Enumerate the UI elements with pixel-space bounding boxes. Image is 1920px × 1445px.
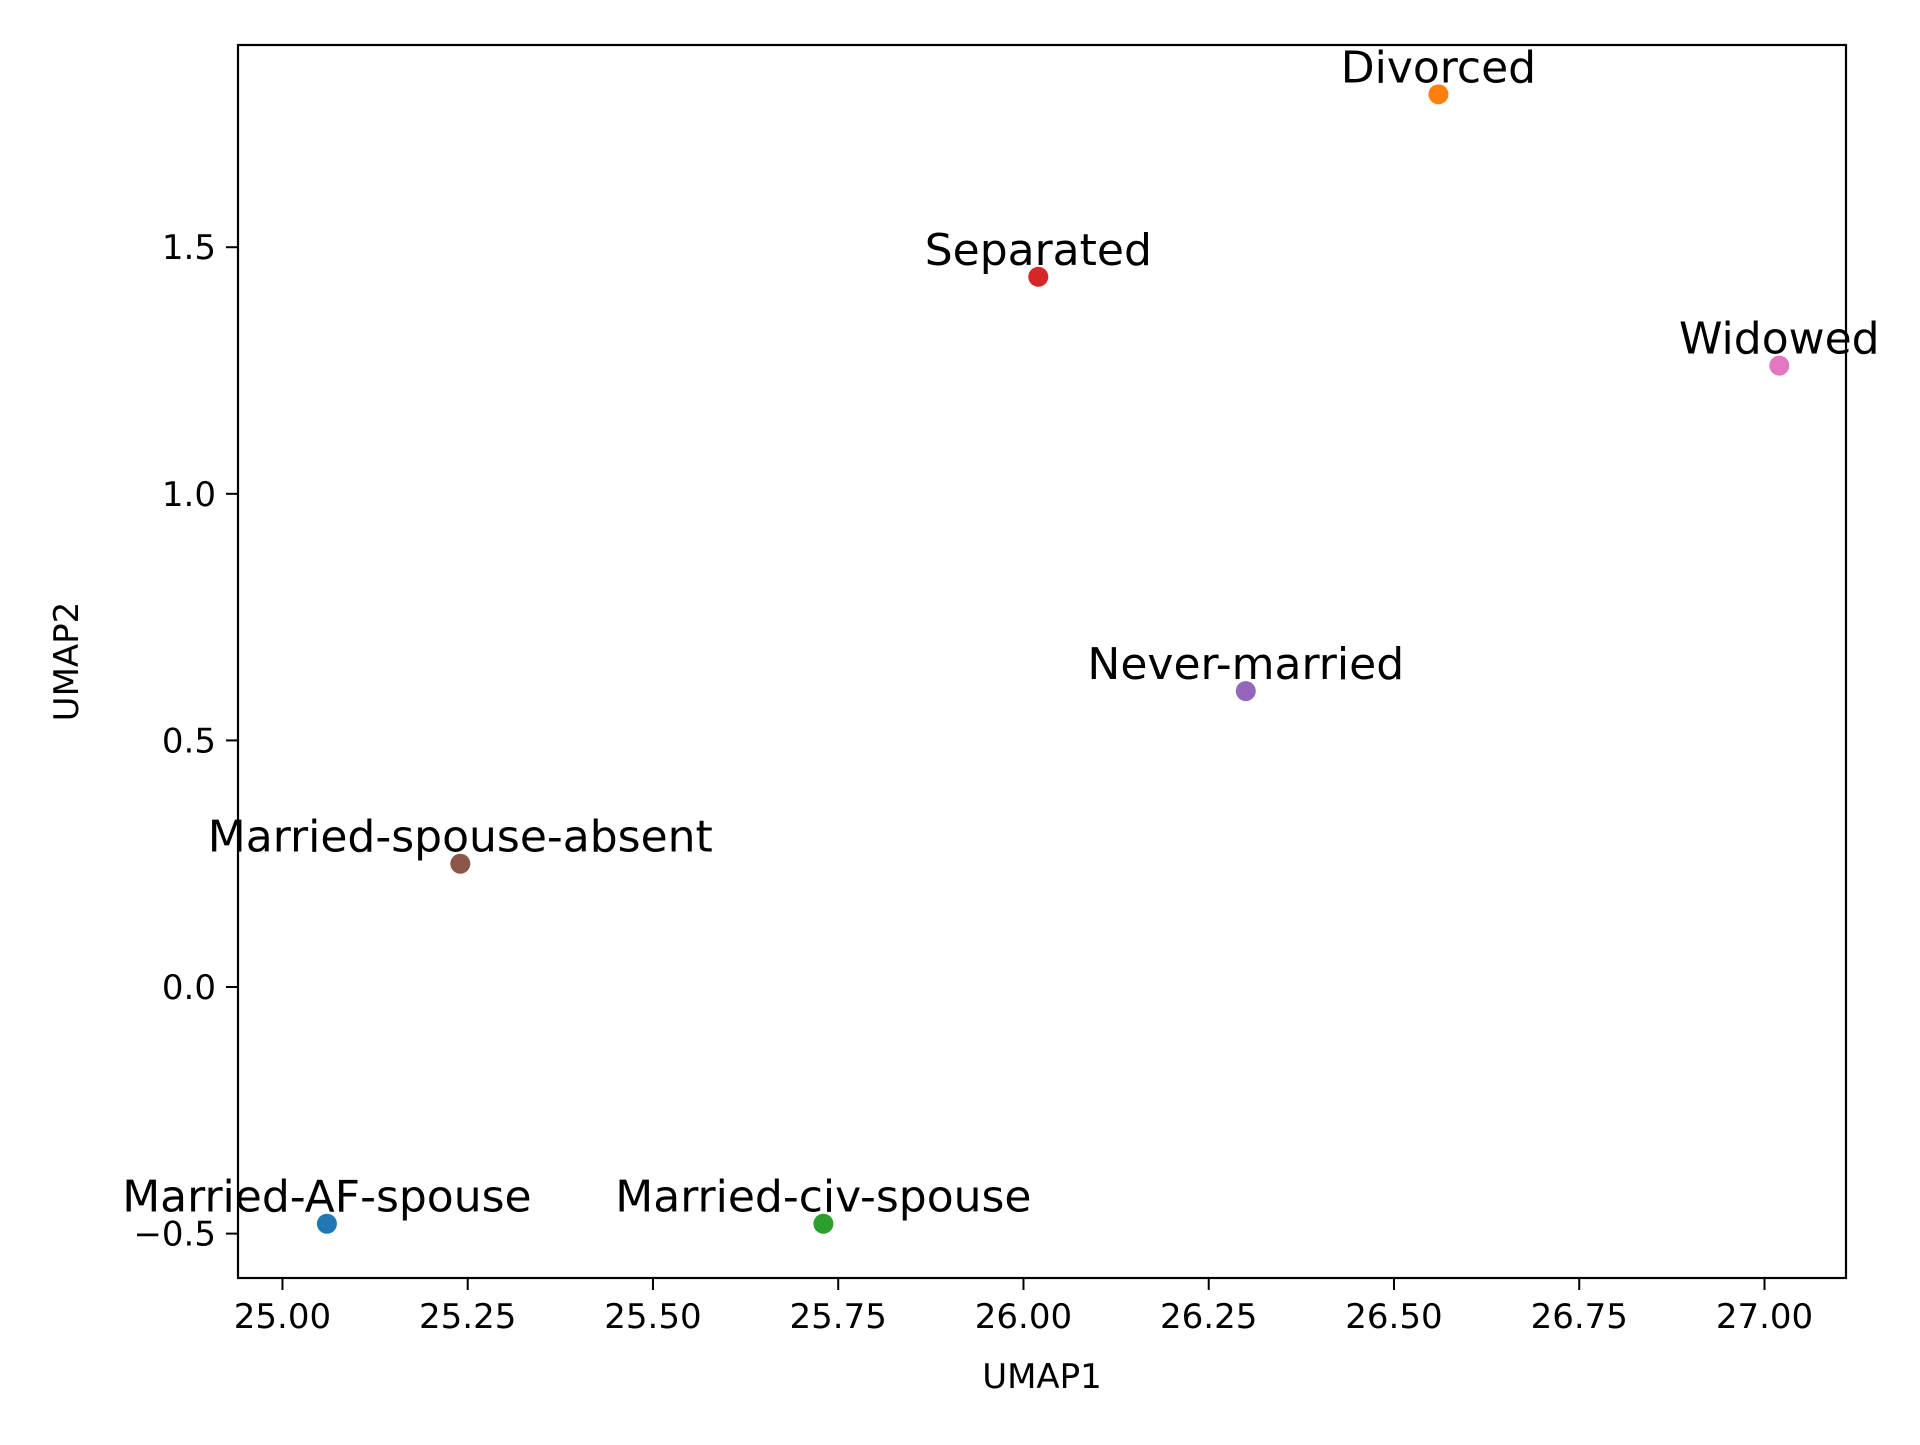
point-label: Widowed [1679,314,1880,365]
point-label: Separated [925,225,1152,276]
y-tick-label: 0.0 [162,968,216,1008]
x-tick-label: 25.75 [790,1297,887,1337]
point-label: Divorced [1341,42,1536,93]
point-label: Married-civ-spouse [615,1172,1031,1223]
data-point [1028,266,1049,287]
x-tick-label: 26.00 [975,1297,1072,1337]
data-point [1428,84,1449,105]
data-points [316,84,1790,1234]
x-tick-label: 25.00 [234,1297,331,1337]
point-label: Never-married [1087,639,1404,690]
x-tick-label: 25.25 [419,1297,516,1337]
x-axis-title: UMAP1 [982,1357,1102,1397]
plot-area [236,43,1848,1280]
y-tick-label: 0.5 [162,721,216,761]
y-tick-label: −0.5 [133,1215,216,1255]
x-tick-label: 27.00 [1716,1297,1813,1337]
x-tick-label: 26.50 [1345,1297,1442,1337]
x-tick-label: 26.25 [1160,1297,1257,1337]
data-point [316,1213,337,1234]
y-tick-label: 1.5 [162,228,216,268]
data-point [450,853,471,874]
data-point [1769,355,1790,376]
point-label: Married-AF-spouse [122,1172,531,1223]
y-tick-label: 1.0 [162,475,216,515]
y-axis-title: UMAP2 [47,602,87,722]
point-label: Married-spouse-absent [208,812,713,863]
data-point [813,1213,834,1234]
y-axis-ticks: −0.5 0.0 0.5 1.0 1.5 [133,228,238,1255]
x-tick-label: 25.50 [604,1297,701,1337]
x-axis-ticks: 25.00 25.25 25.50 25.75 26.00 26.25 26.50 26.75… [234,1278,1813,1337]
x-tick-label: 26.75 [1531,1297,1628,1337]
data-point [1235,681,1256,702]
point-labels: Married-AF-spouse Divorced Married-civ-spo… [122,42,1879,1222]
